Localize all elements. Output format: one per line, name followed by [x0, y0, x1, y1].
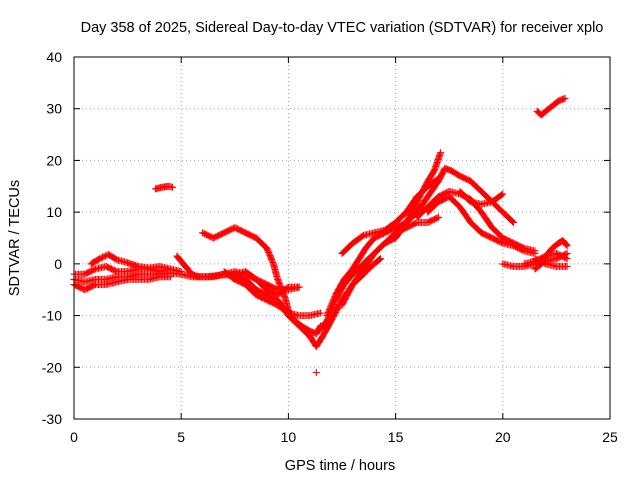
- x-tick-label: 15: [388, 429, 404, 445]
- y-tick-label: -10: [42, 308, 62, 324]
- y-tick-label: 40: [46, 49, 62, 65]
- y-axis-label: SDTVAR / TECUs: [7, 180, 23, 296]
- y-tick-label: -20: [42, 359, 62, 375]
- x-tick-label: 25: [602, 429, 618, 445]
- marker-trace: [312, 369, 320, 376]
- x-axis-label: GPS time / hours: [285, 458, 395, 474]
- y-tick-label: 20: [46, 152, 62, 168]
- chart-grid: [74, 57, 610, 419]
- x-tick-label: 10: [281, 429, 297, 445]
- data-series-arc5: [152, 182, 177, 193]
- y-tick-label: -30: [42, 411, 62, 427]
- chart-title: Day 358 of 2025, Sidereal Day-to-day VTE…: [81, 20, 604, 36]
- data-series-arc13: [338, 175, 442, 257]
- data-series-arc15: [424, 193, 539, 257]
- x-tick-label: 0: [70, 429, 78, 445]
- plot-frame: [73, 56, 611, 420]
- data-series-arc16: [456, 188, 507, 208]
- y-tick-label: 30: [46, 101, 62, 117]
- chart-data-points: [70, 94, 571, 376]
- y-tick-label: 10: [46, 204, 62, 220]
- x-tick-label: 5: [177, 429, 185, 445]
- data-series-arc20: [531, 255, 571, 270]
- marker-trace: [533, 94, 569, 119]
- marker-trace: [456, 188, 507, 208]
- marker-trace: [424, 193, 539, 257]
- marker-trace: [87, 251, 185, 276]
- data-series-arc4: [87, 251, 185, 276]
- marker-trace: [531, 255, 571, 270]
- chart-ticks: 0 5 10 15 20 25 -30 -20 -10 0 10 20 30 40: [42, 49, 618, 445]
- data-series-outlier: [312, 369, 320, 376]
- marker-trace: [338, 175, 442, 257]
- marker-trace: [152, 182, 177, 193]
- y-tick-label: 0: [54, 256, 62, 272]
- data-series-arc21: [533, 94, 569, 119]
- x-tick-label: 20: [495, 429, 511, 445]
